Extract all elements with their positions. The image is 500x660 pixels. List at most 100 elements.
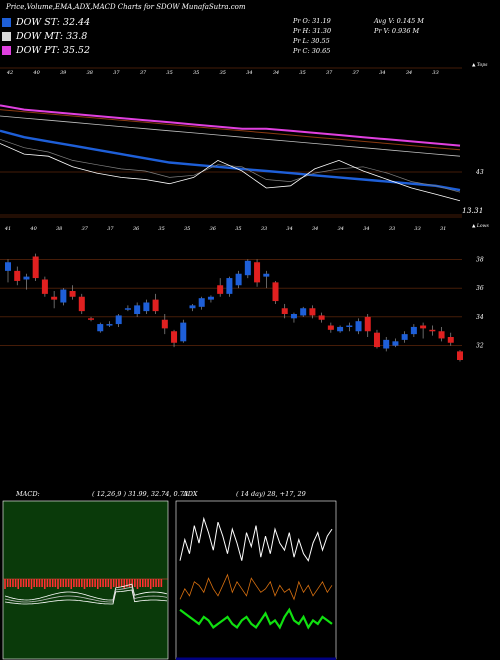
price-tick-label: 38	[56, 226, 62, 232]
candle-body	[5, 262, 11, 271]
candle-body	[207, 296, 214, 300]
ema-tick-label: 37	[326, 70, 333, 76]
ema-series-orange	[0, 109, 461, 151]
price-tick-label: 31	[440, 226, 446, 232]
legend-dow-mt: DOW MT: 33.8	[2, 31, 87, 42]
legend-label-pt: DOW PT: 35.52	[16, 45, 90, 56]
candle-body	[69, 291, 76, 297]
ema-tick-label: 38	[87, 70, 93, 76]
candle-body	[171, 331, 178, 343]
adx-params: ( 14 day) 28, +17, 29	[236, 490, 306, 498]
price-tick-label: 41	[4, 226, 11, 232]
macd-label: MACD:	[16, 490, 40, 498]
stat-volume: Pr V: 0.936 M	[374, 27, 420, 35]
price-tick-label: 36	[133, 226, 140, 232]
candle-body	[263, 273, 270, 277]
candle-body	[447, 337, 454, 343]
candle-body	[392, 341, 399, 346]
candle-body	[217, 285, 224, 294]
macd-signal-line	[4, 586, 168, 603]
price-tick-label: 34	[312, 226, 318, 232]
candle-body	[161, 319, 168, 329]
candle-body	[180, 322, 187, 342]
legend-swatch-st	[2, 18, 11, 27]
price-ylabel: 38	[476, 256, 484, 263]
candle-body	[41, 279, 48, 294]
candle-body	[143, 302, 150, 312]
candle-body	[152, 299, 159, 312]
chart-title: Price,Volume,EMA,ADX,MACD Charts for SDO…	[6, 3, 246, 11]
legend-dow-pt: DOW PT: 35.52	[2, 45, 90, 56]
candle-body	[420, 325, 427, 329]
candle-body	[355, 321, 362, 332]
ema-tick-label: 37	[353, 70, 360, 76]
price-tick-label: 35	[235, 226, 241, 232]
price-tick-label: 34	[338, 226, 344, 232]
candle-body	[346, 325, 353, 327]
candle-body	[78, 296, 85, 312]
price-tick-label: 33	[389, 226, 395, 232]
candle-body	[244, 260, 251, 276]
macd-extra-line	[4, 589, 168, 605]
price-tick-label: 33	[414, 226, 420, 232]
ema-tick-label: 42	[6, 70, 13, 76]
legend-label-st: DOW ST: 32.44	[16, 17, 91, 28]
candle-body	[457, 351, 463, 360]
price-tick-label: 35	[184, 226, 190, 232]
ema-tick-label: 35	[193, 70, 199, 76]
price-ylabel: 36	[476, 285, 484, 292]
price-ylabel: 34	[476, 314, 484, 321]
price-axis-right-label: ▲ Lows	[472, 223, 489, 229]
candle-body	[290, 314, 297, 319]
macd-params: ( 12,26,9 ) 31.99, 32.74, 0.73	[92, 490, 189, 498]
candle-body	[235, 273, 242, 286]
ema-series-white	[0, 115, 461, 157]
candle-body	[281, 308, 288, 314]
candle-body	[32, 256, 39, 279]
candle-body	[198, 298, 205, 307]
ema-tick-label: 37	[140, 70, 147, 76]
candle-body	[401, 334, 408, 340]
legend-swatch-pt	[2, 46, 11, 55]
ema-tick-label: 35	[299, 70, 305, 76]
adx-line-orange	[179, 573, 333, 601]
ema-tick-label: 33	[432, 70, 438, 76]
candle-body	[337, 326, 344, 332]
candle-body	[23, 276, 30, 280]
candle-body	[115, 315, 122, 325]
ema-tick-label: 37	[113, 70, 120, 76]
price-tick-label: 37	[82, 226, 89, 232]
candle-body	[51, 296, 58, 300]
candle-body	[373, 332, 380, 348]
stat-close: Pr C: 30.65	[293, 47, 331, 55]
candle-body	[97, 324, 104, 332]
ema-tick-label: 39	[60, 70, 67, 76]
ema-tick-label: 35	[166, 70, 172, 76]
candle-body	[272, 282, 279, 302]
stat-high: Pr H: 31.30	[293, 27, 332, 35]
legend-label-mt: DOW MT: 33.8	[16, 31, 88, 42]
price-tick-label: 33	[261, 226, 267, 232]
price-tick-label: 40	[29, 226, 37, 232]
legend-dow-st: DOW ST: 32.44	[2, 17, 90, 28]
price-tick-label: 35	[158, 226, 164, 232]
candle-body	[410, 326, 417, 335]
candle-body	[383, 339, 390, 349]
candle-body	[309, 308, 316, 316]
adx-label: ADX	[183, 490, 198, 498]
adx-panel-frame	[175, 500, 337, 660]
stat-low: Pr L: 30.55	[293, 37, 330, 45]
stat-avg-volume: Avg V: 0.145 M	[374, 17, 424, 25]
candle-body	[106, 324, 113, 326]
candle-body	[14, 270, 21, 281]
candle-body	[88, 318, 95, 320]
candle-body	[327, 325, 334, 330]
candle-body	[254, 262, 261, 283]
ema-series-pink	[0, 104, 461, 147]
adx-line-green	[179, 607, 333, 630]
ema-tick-label: 34	[379, 70, 385, 76]
legend-swatch-mt	[2, 32, 11, 41]
ema-ylabel: 43	[475, 169, 484, 176]
stat-open: Pr O: 31.19	[293, 17, 331, 25]
adx-line-white	[179, 516, 333, 562]
